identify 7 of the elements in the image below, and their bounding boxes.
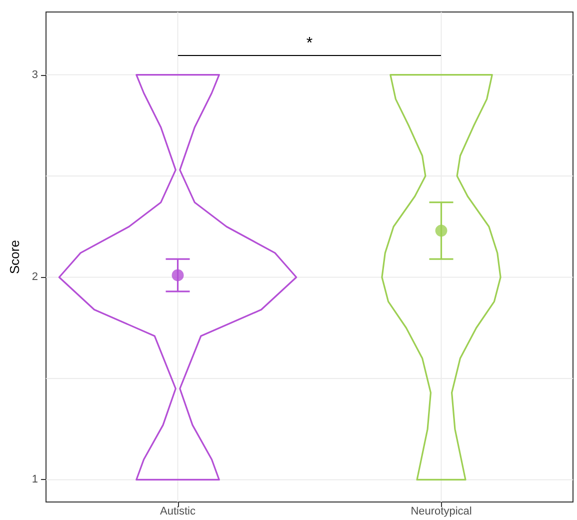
y-tick-label: 2 <box>32 271 38 284</box>
y-tick-label: 1 <box>32 474 38 486</box>
x-tick-label: Neurotypical <box>410 506 472 518</box>
y-axis-title: Score <box>7 240 22 274</box>
y-tick-label: 3 <box>32 68 38 81</box>
x-tick-label: Autistic <box>160 506 196 518</box>
annotation: * <box>306 34 313 53</box>
